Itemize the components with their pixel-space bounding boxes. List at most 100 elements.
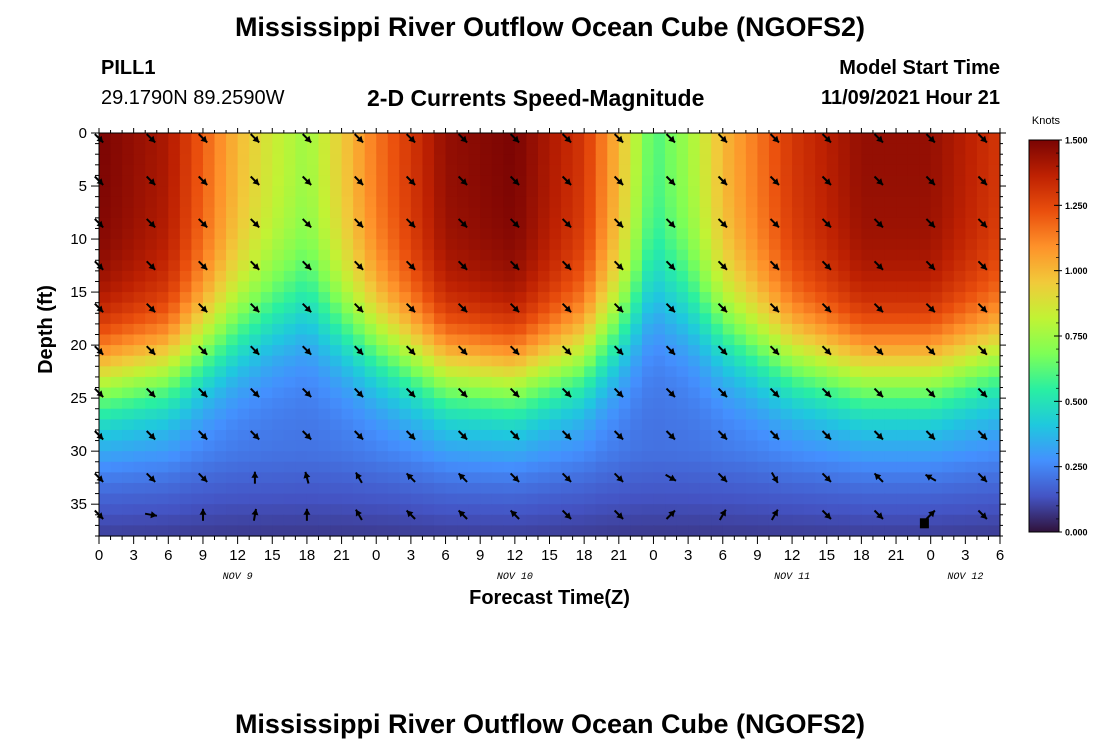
- heatmap-cell: [849, 482, 862, 495]
- heatmap-cell: [872, 228, 886, 240]
- heatmap-cell: [757, 186, 770, 198]
- heatmap-cell: [930, 164, 943, 177]
- heatmap-cell: [422, 175, 435, 187]
- heatmap-cell: [179, 419, 193, 431]
- current-vector: [613, 472, 624, 483]
- heatmap-cell: [468, 217, 481, 230]
- heatmap-cell: [849, 345, 862, 357]
- heatmap-cell: [849, 143, 862, 155]
- heatmap-cell: [745, 461, 759, 473]
- heatmap-cell: [618, 164, 631, 177]
- current-vector: [665, 345, 676, 356]
- heatmap-cell: [849, 175, 862, 187]
- heatmap-cell: [133, 143, 146, 155]
- heatmap-cell: [422, 228, 435, 240]
- heatmap-cell: [849, 366, 862, 378]
- heatmap-cell: [133, 419, 146, 431]
- heatmap-cell: [410, 482, 424, 495]
- heatmap-cell: [537, 302, 551, 314]
- heatmap-cell: [422, 323, 435, 336]
- heatmap-cell: [676, 175, 689, 187]
- heatmap-cell: [168, 292, 181, 304]
- heatmap-cell: [537, 398, 551, 410]
- heatmap-cell: [572, 281, 585, 293]
- heatmap-cell: [283, 366, 296, 378]
- heatmap-cell: [99, 217, 112, 230]
- heatmap-cell: [433, 440, 447, 452]
- heatmap-cell: [826, 281, 839, 293]
- heatmap-cell: [272, 525, 285, 537]
- heatmap-cell: [988, 376, 1001, 389]
- heatmap-cell: [202, 376, 216, 389]
- heatmap-cell: [792, 292, 805, 304]
- heatmap-cell: [387, 451, 400, 463]
- heatmap-cell: [711, 472, 724, 484]
- heatmap-cell: [988, 164, 1001, 177]
- heatmap-cell: [768, 154, 782, 166]
- heatmap-cell: [953, 398, 966, 410]
- heatmap-cell: [549, 228, 562, 240]
- heatmap-cell: [214, 482, 227, 495]
- heatmap-cell: [156, 376, 169, 389]
- heatmap-cell: [122, 408, 135, 420]
- heatmap-cell: [168, 376, 181, 389]
- heatmap-cell: [526, 440, 539, 452]
- heatmap-cell: [202, 493, 216, 505]
- heatmap-cell: [410, 175, 424, 187]
- heatmap-cell: [734, 186, 747, 198]
- heatmap-cell: [122, 419, 135, 431]
- heatmap-cell: [757, 260, 770, 272]
- heatmap-cell: [480, 323, 493, 336]
- heatmap-cell: [572, 525, 585, 537]
- heatmap-cell: [318, 186, 331, 198]
- heatmap-cell: [838, 387, 851, 399]
- current-vector: [405, 302, 416, 313]
- current-vector: [925, 302, 936, 313]
- heatmap-cell: [618, 387, 631, 399]
- heatmap-cell: [965, 408, 978, 420]
- current-vector: [301, 345, 312, 356]
- heatmap-cell: [376, 408, 389, 420]
- heatmap-cell: [919, 451, 932, 463]
- heatmap-cell: [665, 186, 678, 198]
- current-vector: [405, 133, 416, 144]
- heatmap-cell: [815, 493, 828, 505]
- heatmap-cell: [99, 270, 112, 283]
- heatmap-cell: [341, 323, 354, 336]
- heatmap-cell: [433, 186, 447, 198]
- heatmap-cell: [526, 270, 539, 283]
- heatmap-cell: [584, 440, 597, 452]
- heatmap-cell: [433, 366, 447, 378]
- heatmap-cell: [318, 281, 331, 293]
- heatmap-cell: [930, 270, 943, 283]
- heatmap-cell: [376, 164, 389, 177]
- heatmap-cell: [537, 345, 551, 357]
- heatmap-cell: [976, 493, 990, 505]
- heatmap-cell: [872, 281, 886, 293]
- heatmap-cell: [699, 429, 712, 442]
- heatmap-cell: [942, 355, 955, 367]
- heatmap-cell: [815, 302, 828, 314]
- heatmap-cell: [872, 270, 886, 283]
- heatmap-cell: [872, 249, 886, 261]
- heatmap-cell: [168, 493, 181, 505]
- heatmap-cell: [318, 525, 331, 537]
- heatmap-cell: [145, 249, 158, 261]
- heatmap-cell: [295, 133, 308, 145]
- heatmap-cell: [433, 281, 447, 293]
- heatmap-cell: [641, 440, 655, 452]
- heatmap-cell: [272, 472, 285, 484]
- heatmap-cell: [514, 313, 527, 325]
- heatmap-cell: [491, 345, 504, 357]
- heatmap-cell: [318, 164, 331, 177]
- heatmap-cell: [688, 387, 701, 399]
- heatmap-cell: [734, 408, 747, 420]
- heatmap-cell: [792, 239, 805, 251]
- heatmap-cell: [953, 323, 966, 336]
- heatmap-cell: [745, 472, 759, 484]
- heatmap-cell: [399, 260, 412, 272]
- current-vector: [405, 509, 416, 520]
- heatmap-cell: [226, 228, 239, 240]
- heatmap-cell: [803, 440, 816, 452]
- heatmap-cell: [641, 472, 655, 484]
